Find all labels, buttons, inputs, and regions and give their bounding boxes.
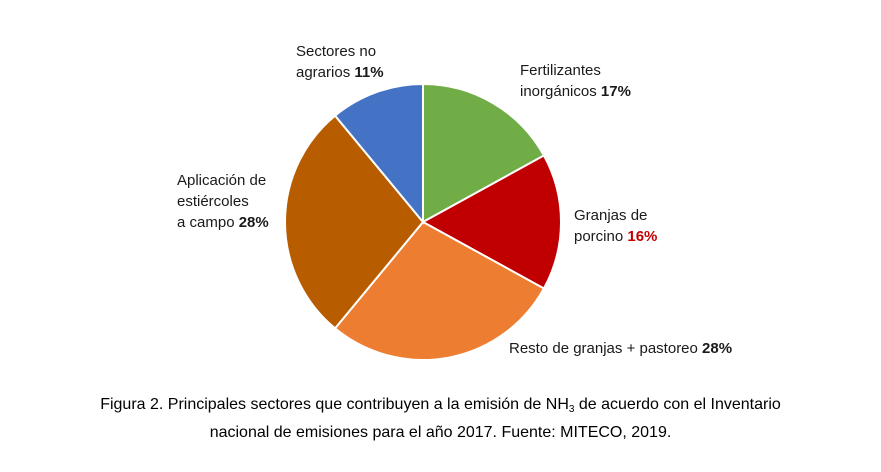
label-resto-line1: Resto de granjas + pastoreo	[509, 340, 698, 357]
label-aplicacion-line2: estiércoles	[177, 193, 249, 210]
label-fertilizantes-line2: inorgánicos	[520, 83, 597, 100]
label-granjas-line2: porcino	[574, 228, 624, 245]
label-resto-granjas: Resto de granjas + pastoreo 28%	[509, 338, 732, 359]
caption-line1-pre: Figura 2. Principales sectores que contr…	[100, 396, 569, 413]
pie-slice-1	[420, 154, 562, 290]
label-sectores-line2: agrarios	[296, 64, 351, 81]
label-fertilizantes-line1: Fertilizantes	[520, 62, 601, 79]
label-aplicacion-percent: 28%	[238, 214, 269, 231]
label-aplicacion-line3: a campo	[177, 214, 235, 231]
figure-caption: Figura 2. Principales sectores que contr…	[0, 393, 881, 444]
caption-line2: nacional de emisiones para el año 2017. …	[209, 424, 672, 441]
pie-slice-3	[284, 114, 425, 330]
label-fertilizantes: Fertilizantes inorgánicos 17%	[520, 60, 631, 102]
label-sectores-no-agrarios: Sectores no agrarios 11%	[296, 41, 384, 83]
label-sectores-line1: Sectores no	[296, 43, 377, 60]
label-resto-percent: 28%	[702, 340, 733, 357]
pie-chart	[284, 82, 562, 361]
label-granjas-percent: 16%	[627, 228, 658, 245]
pie-slice-2	[333, 220, 546, 361]
caption-subscript: 3	[568, 404, 575, 415]
caption-line1-post: de acuerdo con el Inventario	[574, 396, 781, 413]
pie-slice-0	[422, 82, 546, 224]
label-sectores-percent: 11%	[354, 64, 384, 81]
label-aplicacion-line1: Aplicación de	[177, 172, 267, 189]
label-fertilizantes-percent: 17%	[600, 83, 631, 100]
label-aplicacion-estiercoles: Aplicación de estiércoles a campo 28%	[177, 170, 269, 233]
label-granjas-line1: Granjas de	[574, 207, 648, 224]
label-granjas-porcino: Granjas de porcino 16%	[574, 205, 657, 247]
pie-slice-4	[333, 82, 424, 225]
